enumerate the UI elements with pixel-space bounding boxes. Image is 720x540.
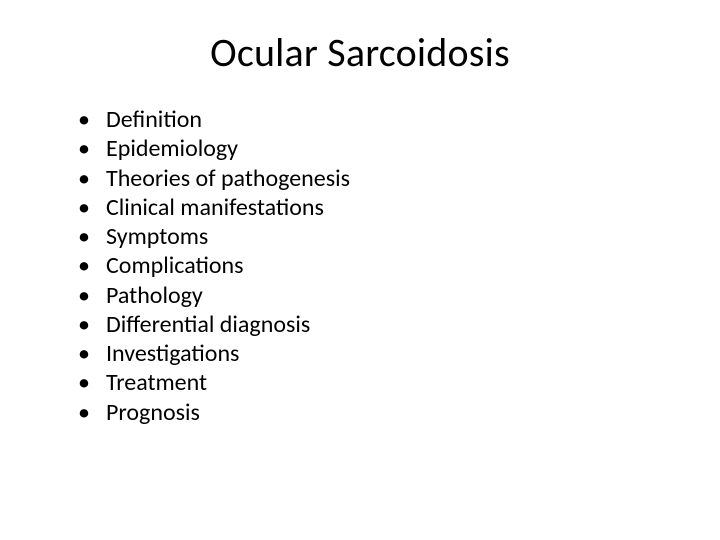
list-item: Theories of pathogenesis <box>78 164 660 193</box>
list-item: Definition <box>78 105 660 134</box>
list-item: Prognosis <box>78 398 660 427</box>
list-item: Clinical manifestations <box>78 193 660 222</box>
slide-title: Ocular Sarcoidosis <box>60 28 660 77</box>
bullet-list: Definition Epidemiology Theories of path… <box>78 105 660 427</box>
slide-body: Definition Epidemiology Theories of path… <box>60 105 660 427</box>
list-item: Treatment <box>78 368 660 397</box>
list-item: Pathology <box>78 281 660 310</box>
list-item: Investigations <box>78 339 660 368</box>
list-item: Differential diagnosis <box>78 310 660 339</box>
list-item: Symptoms <box>78 222 660 251</box>
list-item: Complications <box>78 251 660 280</box>
list-item: Epidemiology <box>78 134 660 163</box>
slide: Ocular Sarcoidosis Definition Epidemiolo… <box>0 0 720 540</box>
